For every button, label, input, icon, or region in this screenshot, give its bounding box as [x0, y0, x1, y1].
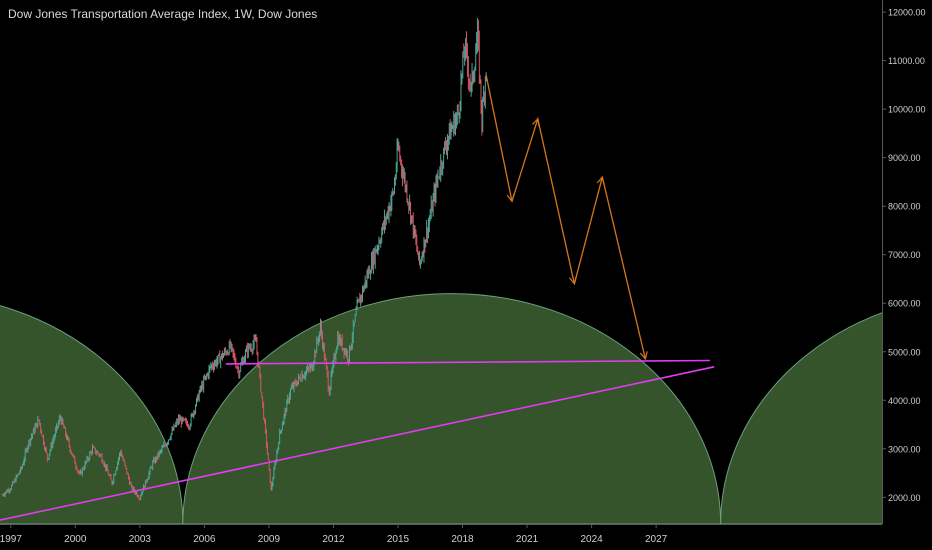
- projection-arrowhead: [568, 276, 577, 286]
- projection-arrowhead: [506, 193, 515, 203]
- x-tick-label: 2018: [451, 534, 474, 545]
- y-tick-label: 8000.00: [888, 202, 921, 212]
- cycle-arc-1: [0, 305, 184, 524]
- cycle-arc-2: [182, 293, 722, 524]
- x-tick-label: 1997: [0, 534, 22, 545]
- x-tick-label: 2006: [193, 534, 216, 545]
- cycle-arcs: [0, 293, 882, 524]
- y-tick-label: 10000.00: [888, 105, 926, 115]
- chart-title: Dow Jones Transportation Average Index, …: [8, 7, 317, 21]
- drawn-lines: [0, 75, 715, 521]
- y-tick-label: 11000.00: [888, 56, 925, 66]
- y-tick-label: 9000.00: [888, 153, 921, 163]
- price-candles: [1, 17, 487, 501]
- projection-path: [485, 75, 646, 360]
- cycle-arc-3: [720, 313, 882, 524]
- support-line: [225, 359, 710, 365]
- y-tick-label: 12000.00: [888, 8, 926, 18]
- x-tick-label: 2000: [64, 534, 87, 545]
- projection-arrowhead: [531, 117, 540, 127]
- y-tick-label: 2000.00: [888, 493, 921, 503]
- x-tick-label: 2003: [129, 534, 152, 545]
- y-tick-label: 7000.00: [888, 250, 921, 260]
- x-tick-label: 2015: [387, 534, 410, 545]
- x-tick-label: 2009: [258, 534, 281, 545]
- y-tick-label: 5000.00: [888, 347, 921, 357]
- y-tick-label: 6000.00: [888, 299, 921, 309]
- projection-arrowhead: [596, 175, 605, 185]
- y-tick-label: 4000.00: [888, 396, 921, 406]
- x-tick-label: 2021: [516, 534, 539, 545]
- x-tick-label: 2027: [645, 534, 668, 545]
- trend-line: [0, 366, 715, 521]
- projection-arrowhead: [639, 351, 648, 361]
- x-tick-label: 2012: [322, 534, 345, 545]
- y-tick-label: 3000.00: [888, 444, 921, 454]
- x-tick-label: 2024: [580, 534, 603, 545]
